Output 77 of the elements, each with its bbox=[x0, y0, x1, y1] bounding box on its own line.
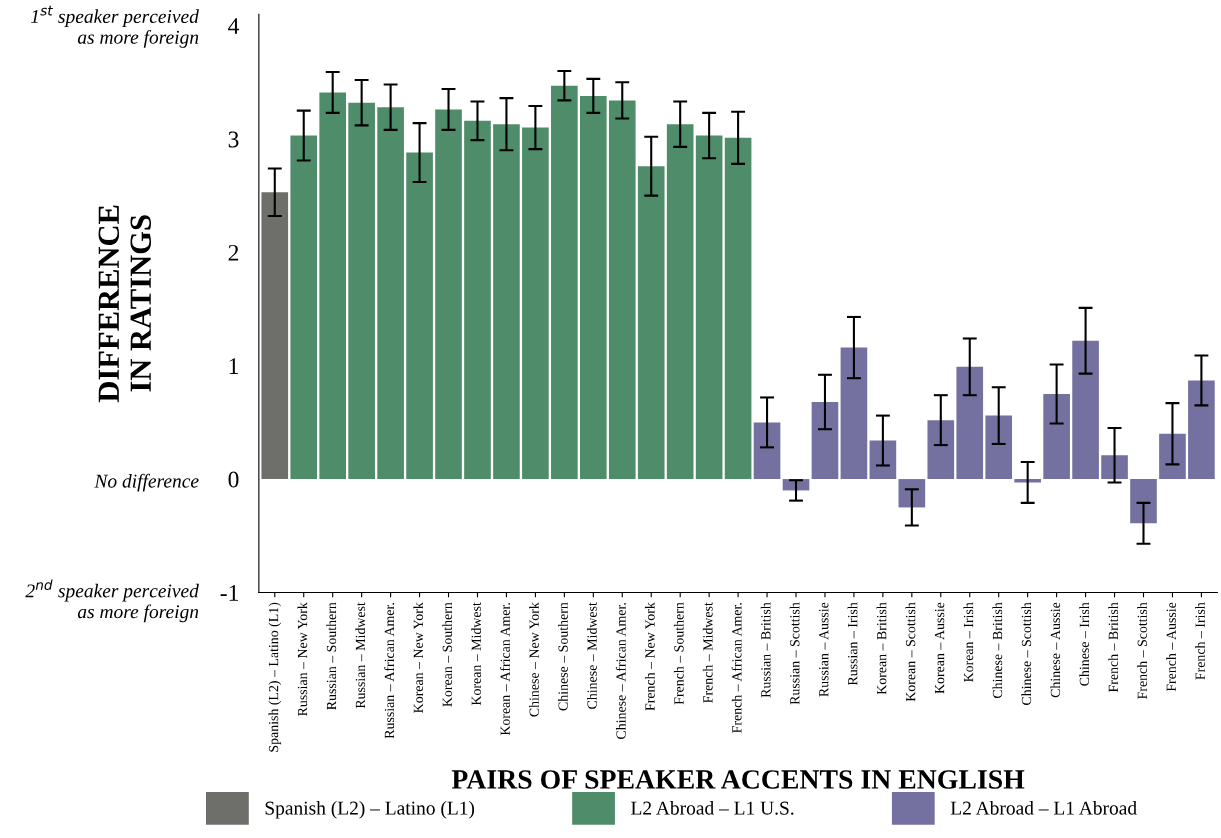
bar bbox=[464, 120, 491, 480]
x-tick-label: Korean – African Amer. bbox=[500, 603, 510, 736]
x-tick-label: Korean – Aussie bbox=[934, 602, 945, 694]
x-tick-label: Chinese – New York bbox=[529, 602, 539, 717]
bar bbox=[435, 109, 462, 480]
x-tick-label: Korean – Southern bbox=[442, 602, 452, 707]
bar bbox=[753, 422, 781, 480]
bar bbox=[1072, 340, 1099, 480]
bar bbox=[1043, 394, 1070, 480]
x-tick-label: Russian – New York bbox=[297, 602, 308, 716]
y-tick-label: 3 bbox=[228, 131, 239, 148]
bar bbox=[608, 100, 636, 480]
bar bbox=[579, 95, 607, 480]
y-tick-label: 2 bbox=[228, 244, 239, 261]
y-tick-label: 1 bbox=[229, 358, 238, 374]
bar bbox=[1188, 380, 1215, 480]
x-tick-label: Russian – Midwest bbox=[355, 602, 366, 709]
x-tick-label: Chinese – African Amer. bbox=[615, 603, 626, 739]
x-tick-label: Korean – Midwest bbox=[471, 602, 481, 706]
bar bbox=[695, 135, 723, 480]
y-axis-title: DIFFERENCE IN RATINGS bbox=[98, 205, 152, 403]
x-tick-label: Russian – Aussie bbox=[819, 602, 829, 697]
bar bbox=[377, 107, 404, 480]
y-tick-label: 0 bbox=[228, 471, 239, 488]
x-tick-label: Chinese – Scottish bbox=[1021, 602, 1032, 706]
x-tick-label: Russian – Irish bbox=[847, 602, 858, 686]
bar bbox=[319, 92, 347, 480]
text: 1$^{st}$ speaker perceived as more foreign bbox=[30, 5, 199, 48]
legend-label: Spanish (L2) – Latino (L1) bbox=[265, 800, 475, 819]
bar bbox=[406, 152, 433, 480]
bar bbox=[290, 135, 318, 480]
x-tick-label: French – Irish bbox=[1195, 602, 1205, 680]
legend-label: L2 Abroad – L1 Abroad bbox=[950, 800, 1137, 815]
bar bbox=[956, 366, 984, 480]
text: No difference bbox=[94, 473, 199, 492]
x-tick-label: French – New York bbox=[644, 602, 655, 711]
x-tick-label: French – Midwest bbox=[702, 602, 713, 703]
bar bbox=[985, 415, 1013, 480]
bar bbox=[493, 124, 520, 480]
bar bbox=[869, 440, 897, 480]
x-tick-label: Chinese – Southern bbox=[558, 602, 568, 711]
x-axis-title: PAIRS OF SPEAKER ACCENTS IN ENGLISH bbox=[451, 770, 1025, 789]
x-tick-label: Korean – Irish bbox=[963, 602, 974, 683]
x-tick-label: Spanish (L2) – Latino (L1) bbox=[268, 602, 282, 752]
bar bbox=[666, 124, 694, 480]
bar bbox=[261, 192, 289, 480]
text: 2$^{nd}$ speaker perceived as more foreign bbox=[25, 579, 199, 623]
x-tick-label: Korean – Scottish bbox=[905, 602, 916, 702]
legend-label: L2 Abroad – L1 U.S. bbox=[631, 800, 794, 815]
x-tick-label: Russian – Southern bbox=[326, 602, 337, 710]
x-tick-label: French – African Amer. bbox=[731, 603, 742, 733]
bar bbox=[927, 420, 955, 480]
x-tick-label: French – Southern bbox=[673, 602, 684, 705]
y-tick-label: 4 bbox=[228, 18, 240, 34]
bar bbox=[1159, 433, 1186, 480]
x-tick-label: French – Scottish bbox=[1137, 602, 1147, 699]
bar bbox=[840, 347, 868, 480]
bar bbox=[551, 85, 578, 480]
x-tick-label: Russian – Scottish bbox=[789, 602, 800, 705]
bar bbox=[724, 137, 752, 480]
x-tick-label: French – Aussie bbox=[1166, 602, 1176, 692]
bar bbox=[811, 401, 839, 480]
bar bbox=[1130, 479, 1157, 524]
bar bbox=[348, 102, 375, 480]
x-tick-label: Chinese – Irish bbox=[1079, 602, 1090, 686]
x-tick-label: Korean – British bbox=[876, 602, 887, 695]
x-tick-label: Chinese – Aussie bbox=[1050, 602, 1061, 698]
bar bbox=[522, 127, 549, 480]
x-tick-label: Russian – African Amer. bbox=[384, 603, 395, 739]
y-tick-label: -1 bbox=[220, 585, 238, 601]
bar bbox=[898, 479, 926, 508]
x-tick-label: French – British bbox=[1108, 602, 1119, 693]
x-tick-label: Chinese – British bbox=[992, 602, 1003, 699]
x-tick-label: Russian – British bbox=[760, 602, 771, 698]
x-tick-label: Korean – New York bbox=[413, 602, 424, 713]
x-tick-label: Chinese – Midwest bbox=[587, 602, 597, 709]
bar bbox=[637, 166, 665, 480]
